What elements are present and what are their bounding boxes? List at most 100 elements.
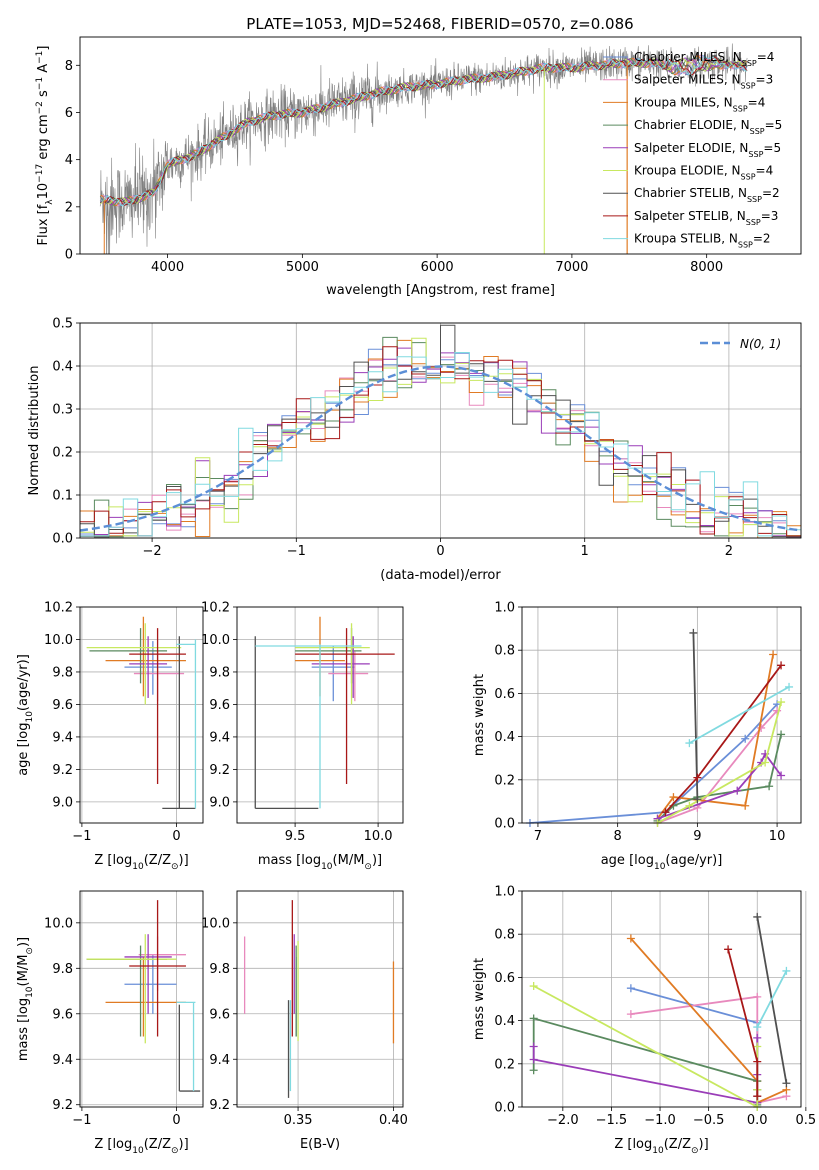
y-axis-label: mass weight bbox=[472, 958, 487, 1040]
label-part: ⊙ bbox=[171, 1146, 179, 1156]
x-axis-label: Z [log10(Z/Z⊙)] bbox=[94, 1137, 188, 1156]
label-part: 10 bbox=[654, 862, 666, 872]
x-axis-label: age [log10(age/yr)] bbox=[601, 853, 723, 872]
weight-series-line bbox=[688, 686, 790, 744]
weight-point bbox=[685, 739, 694, 748]
weight-point bbox=[765, 782, 774, 791]
legend-entry-part: Chabrier ELODIE, N bbox=[634, 118, 750, 132]
x-tick-label: −1.0 bbox=[644, 1113, 676, 1128]
y-tick-label: 9.4 bbox=[209, 1053, 230, 1068]
legend-entry-part: SSP bbox=[738, 240, 753, 249]
x-tick-label: 0 bbox=[172, 829, 180, 844]
x-axis-label: Z [log10(Z/Z⊙)] bbox=[94, 853, 188, 872]
x-axis-label: wavelength [Angstrom, rest frame] bbox=[326, 283, 555, 298]
y-tick-label: 10.0 bbox=[44, 633, 73, 648]
weight-series-line bbox=[532, 1017, 759, 1105]
y-tick-label: 2 bbox=[65, 200, 73, 215]
label-part: Z bbox=[682, 1137, 691, 1152]
legend-entry-part: Chabrier MILES, N bbox=[634, 50, 742, 64]
x-tick-label: −1 bbox=[287, 544, 306, 559]
weight-point bbox=[777, 698, 786, 707]
weight-point bbox=[777, 730, 786, 739]
weight-point bbox=[724, 945, 733, 954]
y-tick-label: 0.4 bbox=[52, 360, 73, 375]
weight-point bbox=[782, 1079, 791, 1088]
x-tick-label: 5000 bbox=[286, 260, 319, 275]
weight-point bbox=[753, 1092, 762, 1101]
y-tick-label: 9.6 bbox=[52, 698, 73, 713]
weight-point bbox=[753, 1042, 762, 1051]
legend-entry-part: Kroupa ELODIE, N bbox=[634, 164, 741, 178]
y-axis-label-part: −1 bbox=[35, 77, 45, 90]
x-tick-label: 6000 bbox=[421, 260, 454, 275]
x-tick-label: −0.5 bbox=[693, 1113, 725, 1128]
legend-entry: N(0, 1) bbox=[740, 337, 781, 351]
x-axis-label: E(B-V) bbox=[300, 1137, 340, 1152]
weight-point bbox=[689, 628, 698, 637]
legend-entry-part: =5 bbox=[763, 141, 781, 155]
y-tick-label: 9.8 bbox=[209, 962, 230, 977]
y-tick-label: 8 bbox=[65, 59, 73, 74]
y-tick-label: 10.0 bbox=[201, 916, 230, 931]
weight-point bbox=[661, 808, 670, 817]
x-tick-label: −2 bbox=[143, 544, 162, 559]
weight-point bbox=[626, 984, 635, 993]
legend-entry-part: SSP bbox=[748, 149, 763, 158]
y-tick-label: 6 bbox=[65, 106, 73, 121]
legend-entry-part: Salpeter STELIB, N bbox=[634, 209, 746, 223]
axes-massweight_vs_Z: −2.0 −1.5 −1.0 −0.5 0.0 0.5 0.0 0.2 0.4 0.6 0.8 1.0 bbox=[494, 885, 816, 1129]
weight-point bbox=[529, 1055, 538, 1064]
y-tick-label: 9.8 bbox=[52, 962, 73, 977]
weight-series-line bbox=[756, 970, 788, 1028]
weight-point bbox=[529, 1066, 538, 1075]
y-tick-label: 0.3 bbox=[52, 403, 73, 418]
y-tick-label: 9.8 bbox=[209, 665, 230, 680]
weight-point bbox=[782, 966, 791, 975]
axes-mass_vs_ebv: 0.35 0.40 9.2 9.4 9.6 9.8 10.0 bbox=[201, 891, 408, 1128]
weight-point bbox=[733, 786, 742, 795]
y-tick-label: 0.6 bbox=[494, 687, 515, 702]
legend-entry: Salpeter MILES, NSSP=3 bbox=[634, 73, 773, 91]
y-tick-label: 9.2 bbox=[52, 1098, 73, 1113]
legend-entry-part: =4 bbox=[756, 164, 774, 178]
y-axis-label-part: −17 bbox=[35, 164, 45, 183]
y-axis-label: Normed distribution bbox=[27, 366, 42, 496]
label-part: Z [ bbox=[614, 1137, 632, 1152]
weight-series-line bbox=[533, 985, 759, 1107]
y-axis-label: mass [log10(M/M⊙)] bbox=[16, 937, 35, 1061]
label-part: 10 bbox=[132, 862, 144, 872]
y-tick-label: 9.0 bbox=[52, 795, 73, 810]
axes-massweight_vs_age: 7 8 9 10 0.0 0.2 0.4 0.6 0.8 1.0 bbox=[494, 601, 801, 844]
y-axis-label: mass weight bbox=[472, 674, 487, 756]
label-part: age [ bbox=[601, 853, 634, 868]
y-tick-label: 9.8 bbox=[52, 665, 73, 680]
weight-series-line bbox=[532, 1037, 759, 1104]
y-axis-label-part: 10 bbox=[36, 183, 51, 200]
label-part: Z bbox=[162, 853, 171, 868]
residual-histogram bbox=[80, 346, 801, 537]
y-tick-label: 0.6 bbox=[494, 971, 515, 986]
weight-point bbox=[685, 801, 694, 810]
y-tick-label: 9.4 bbox=[52, 1053, 73, 1068]
x-tick-label: 7 bbox=[534, 829, 542, 844]
label-part: )] bbox=[699, 1137, 709, 1152]
weight-point bbox=[773, 706, 782, 715]
y-tick-label: 9.6 bbox=[209, 698, 230, 713]
y-axis-label-part: −1 bbox=[35, 51, 45, 64]
label-part: ⊙ bbox=[691, 1146, 699, 1156]
y-axis-label-part: Flux [f bbox=[36, 204, 51, 245]
legend-entry-part: Chabrier STELIB, N bbox=[634, 186, 747, 200]
legend-entry-part: =4 bbox=[757, 50, 775, 64]
legend-entry: Kroupa ELODIE, NSSP=4 bbox=[634, 164, 773, 182]
axes-frame bbox=[521, 606, 802, 824]
weight-point bbox=[785, 682, 794, 691]
weight-series-line bbox=[657, 701, 782, 823]
legend-entry: Kroupa MILES, NSSP=4 bbox=[634, 95, 765, 113]
x-tick-label: −1.5 bbox=[596, 1113, 628, 1128]
legend-entry-part: SSP bbox=[746, 217, 761, 226]
weight-point bbox=[753, 992, 762, 1001]
label-part: M bbox=[353, 853, 364, 868]
weight-point bbox=[626, 1010, 635, 1019]
legend-entry-part: SSP bbox=[741, 172, 756, 181]
label-part: 10 bbox=[25, 986, 35, 998]
